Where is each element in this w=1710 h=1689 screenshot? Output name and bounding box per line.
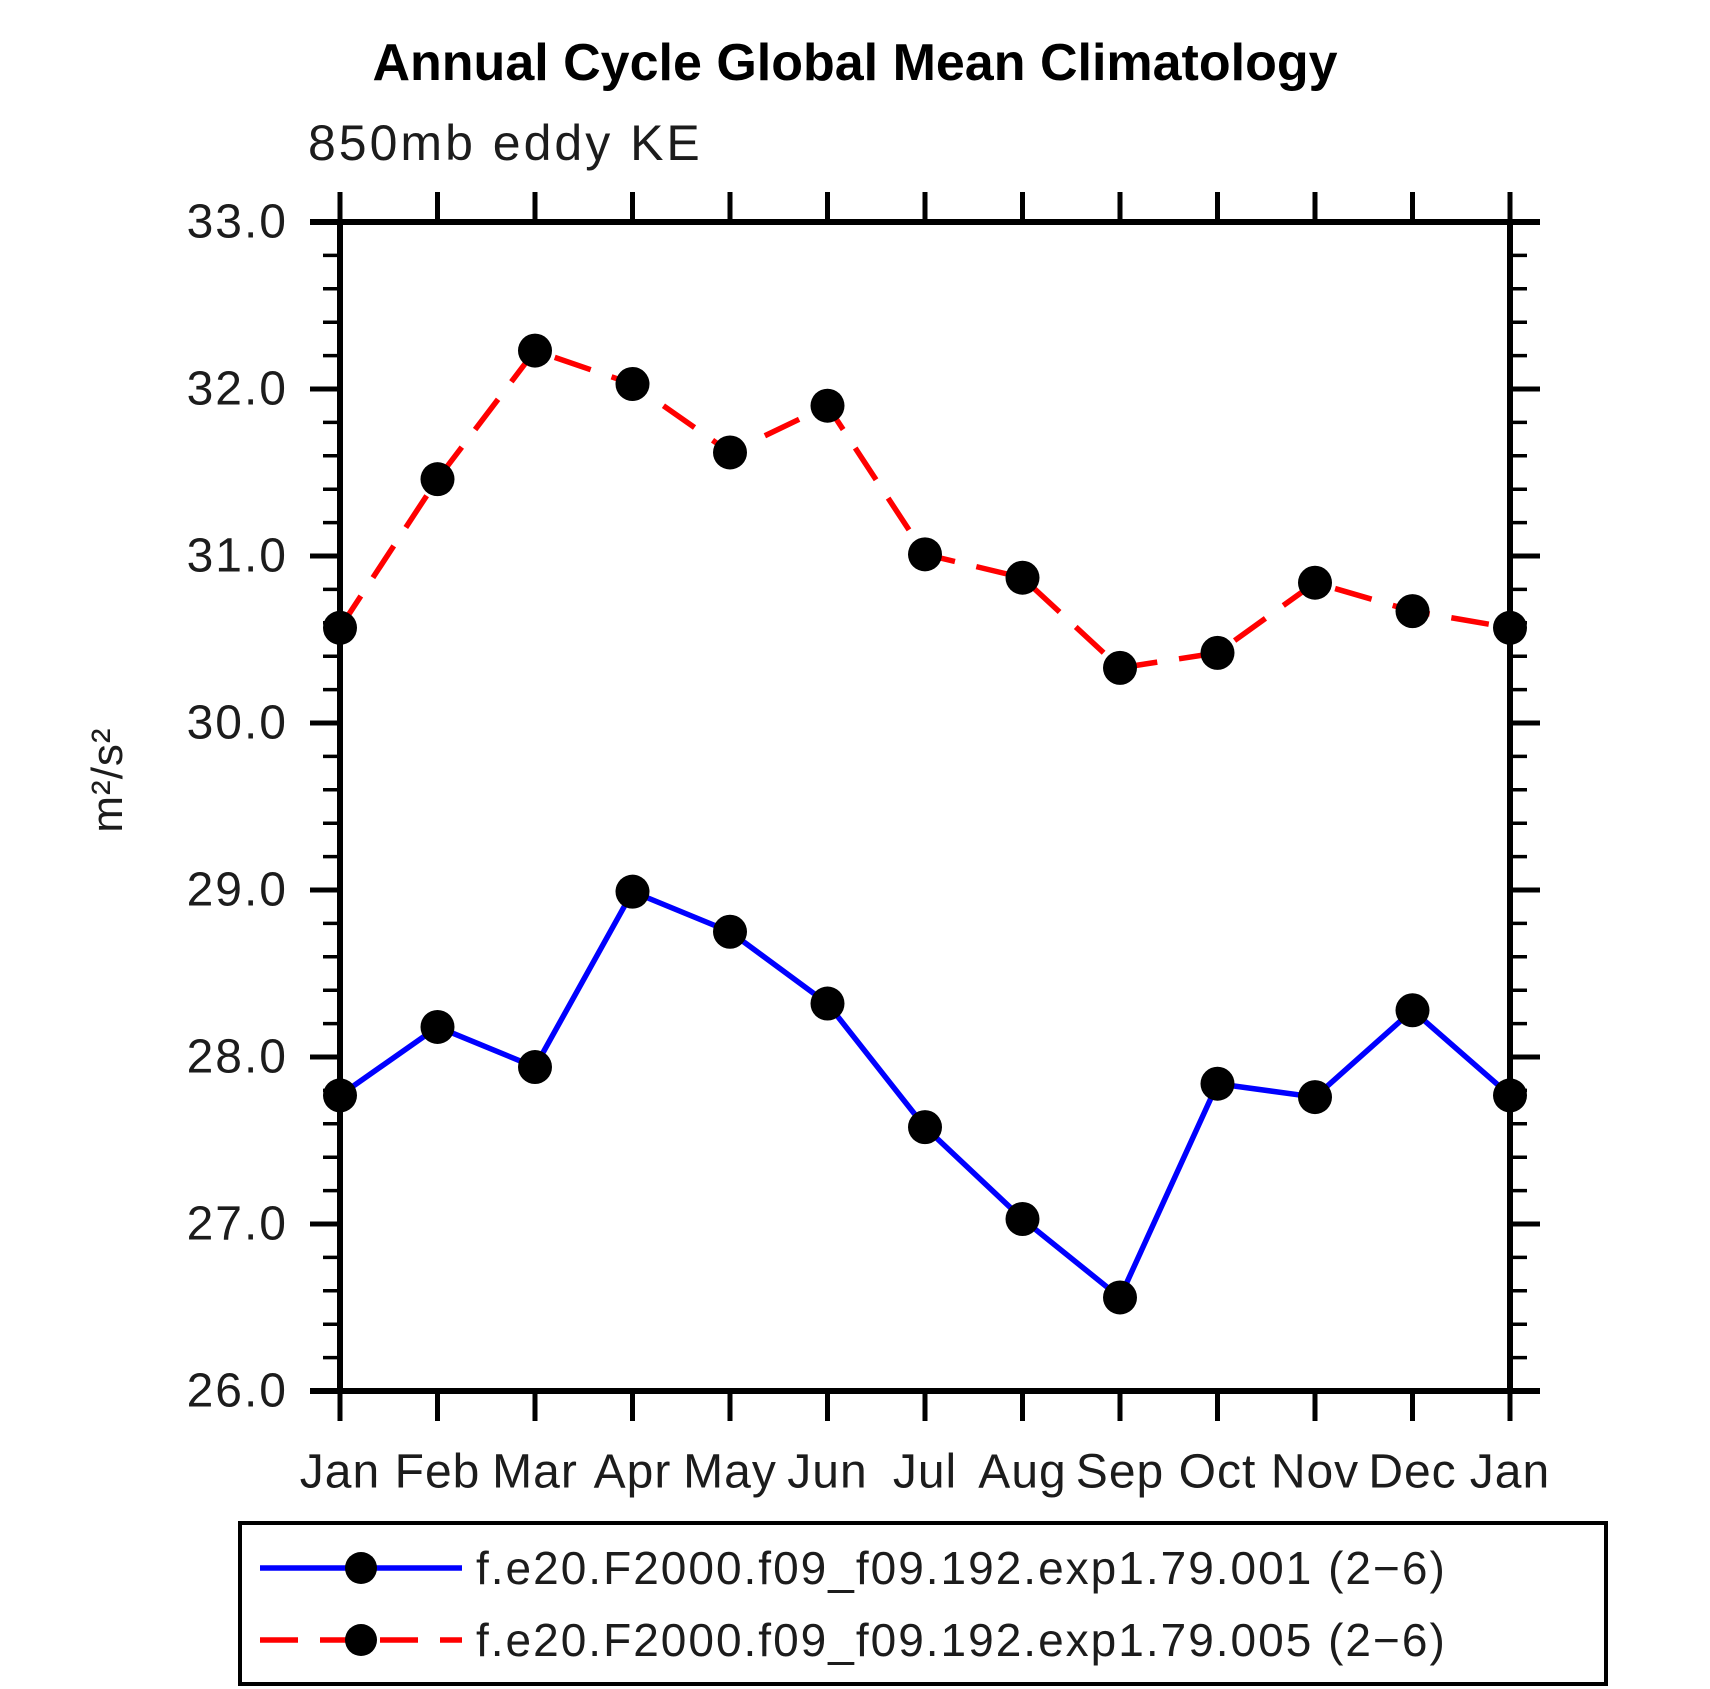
series-0-marker: [323, 1078, 357, 1113]
x-tick-label: Dec: [1368, 1446, 1456, 1499]
series-0-marker: [713, 914, 747, 949]
series-1-marker: [1005, 560, 1040, 595]
series-0: [323, 874, 1527, 1315]
series-1-marker: [1493, 610, 1527, 645]
axis-box: [310, 219, 1540, 1394]
series-0-line: [338, 888, 1512, 1301]
series-1: [323, 333, 1527, 685]
x-tick-label: Jun: [787, 1446, 867, 1499]
series-1-marker: [420, 462, 455, 497]
legend-label: f.e20.F2000.f09_f09.192.exp1.79.001 (2−6…: [476, 1542, 1447, 1594]
series-0-marker: [1493, 1078, 1527, 1113]
legend-box: [238, 1521, 1608, 1686]
y-axis-ticks: [310, 219, 1540, 1394]
page-title: Annual Cycle Global Mean Climatology: [372, 34, 1337, 92]
y-axis-label: m²/s²: [83, 727, 132, 832]
x-tick-label: Feb: [395, 1446, 481, 1499]
series-0-marker: [420, 1009, 455, 1044]
series-0-marker: [908, 1110, 942, 1145]
series-0-marker: [1395, 993, 1430, 1028]
x-tick-label: Apr: [594, 1446, 672, 1499]
y-tick-label: 33.0: [187, 196, 288, 249]
series-0-marker: [1298, 1080, 1332, 1115]
series-1-marker: [1298, 565, 1332, 600]
x-axis-ticks: [337, 192, 1513, 1421]
legend: f.e20.F2000.f09_f09.192.exp1.79.001 (2−6…: [238, 1521, 1608, 1686]
x-tick-label: Sep: [1076, 1446, 1164, 1499]
x-tick-label: Aug: [978, 1446, 1066, 1499]
y-tick-label: 31.0: [187, 530, 288, 583]
series-0-marker: [1103, 1280, 1137, 1315]
series-1-marker: [1200, 635, 1235, 670]
x-tick-label: Nov: [1271, 1446, 1359, 1499]
y-tick-label: 29.0: [187, 864, 288, 917]
legend-label: f.e20.F2000.f09_f09.192.exp1.79.005 (2−6…: [476, 1614, 1447, 1666]
series-1-marker: [323, 610, 357, 645]
x-tick-label: Mar: [492, 1446, 578, 1499]
legend-entry-1: f.e20.F2000.f09_f09.192.exp1.79.005 (2−6…: [260, 1614, 1447, 1666]
series-0-marker: [810, 986, 845, 1021]
series-1-marker: [810, 388, 845, 423]
x-tick-label: Jan: [300, 1446, 380, 1499]
series-1-marker: [908, 537, 942, 572]
x-tick-label: May: [683, 1446, 777, 1499]
series-1-marker: [1395, 594, 1430, 629]
series-0-marker: [1200, 1066, 1235, 1101]
legend-marker: [345, 1552, 377, 1584]
y-tick-label: 28.0: [187, 1031, 288, 1084]
series-0-marker: [615, 874, 650, 909]
y-tick-label: 30.0: [187, 697, 288, 750]
legend-entry-0: f.e20.F2000.f09_f09.192.exp1.79.001 (2−6…: [260, 1542, 1447, 1594]
series-0-marker: [518, 1050, 552, 1085]
series-1-marker: [615, 366, 650, 401]
x-tick-label: Jan: [1470, 1446, 1550, 1499]
x-tick-label: Jul: [893, 1446, 957, 1499]
y-tick-label: 26.0: [187, 1365, 288, 1418]
x-tick-label: Oct: [1179, 1446, 1257, 1499]
y-tick-label: 27.0: [187, 1198, 288, 1251]
x-axis-tick-labels: Jan Feb Mar Apr May Jun Jul Aug Sep Oct Nov Dec Jan: [300, 1446, 1550, 1499]
legend-marker: [345, 1624, 377, 1656]
series-1-marker: [1103, 650, 1137, 685]
plot-subtitle: 850mb eddy KE: [308, 115, 703, 171]
y-axis-tick-labels: 26.0 27.0 28.0 29.0 30.0 31.0 32.0 33.0: [187, 196, 288, 1418]
series-0-marker: [1005, 1201, 1040, 1236]
series-1-marker: [713, 435, 747, 470]
series-1-line: [337, 347, 1511, 671]
series-1-marker: [518, 333, 552, 368]
y-tick-label: 32.0: [187, 363, 288, 416]
